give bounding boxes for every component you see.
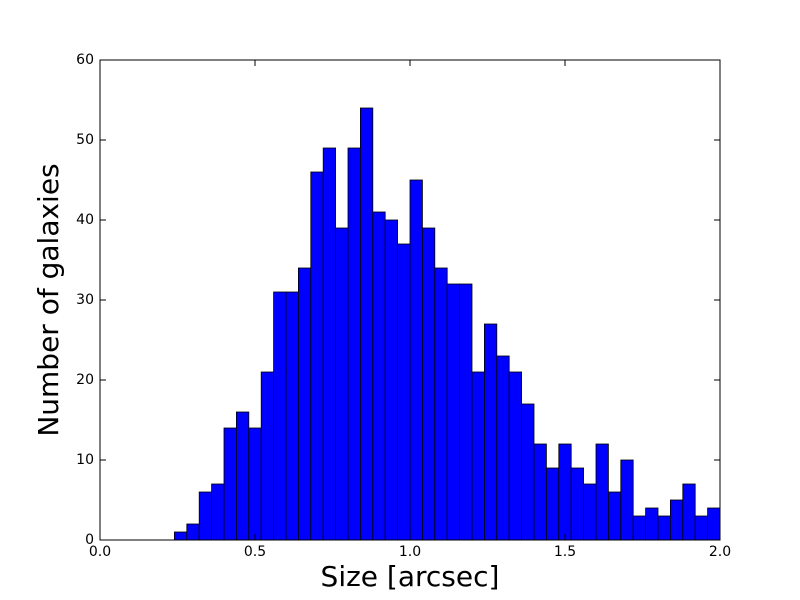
bar	[235, 411, 250, 541]
bar	[670, 499, 684, 541]
y-tick-label: 10	[76, 452, 94, 468]
x-tick-label: 0.5	[244, 544, 266, 560]
bar	[694, 515, 709, 541]
bar	[372, 211, 386, 541]
x-tick-label: 1.5	[554, 544, 576, 560]
bar	[211, 483, 225, 541]
bar	[570, 467, 585, 541]
x-tick-label: 0.0	[89, 544, 111, 560]
bar	[285, 291, 299, 541]
bar	[682, 483, 696, 541]
bar	[546, 467, 560, 541]
y-tick-label: 30	[76, 292, 94, 308]
x-tick-label: 1.0	[399, 544, 421, 560]
bar	[198, 491, 212, 541]
bar	[434, 267, 448, 541]
x-axis-label: Size [arcsec]	[321, 560, 500, 593]
bar	[496, 355, 510, 541]
bar	[310, 171, 324, 541]
bar	[483, 323, 498, 541]
bar	[583, 483, 597, 541]
bar	[409, 179, 423, 541]
bar	[632, 515, 647, 541]
bar	[471, 371, 485, 541]
bar	[260, 371, 275, 541]
bar	[223, 427, 237, 541]
bar	[608, 491, 622, 541]
bar	[384, 219, 399, 541]
bar	[620, 459, 634, 541]
bar	[595, 443, 609, 541]
bar	[322, 147, 337, 541]
bar	[707, 507, 721, 541]
y-axis-label: Number of galaxies	[32, 163, 65, 436]
bar	[359, 107, 374, 541]
bar	[186, 523, 200, 541]
bar	[508, 371, 523, 541]
bar	[297, 267, 312, 541]
bar	[657, 515, 671, 541]
y-tick-label: 40	[76, 212, 94, 228]
bar	[446, 283, 461, 541]
bar	[347, 147, 361, 541]
bar	[459, 283, 473, 541]
bar	[533, 443, 547, 541]
x-tick-label: 2.0	[709, 544, 731, 560]
y-tick-label: 60	[76, 52, 94, 68]
bar	[273, 291, 287, 541]
bar	[558, 443, 572, 541]
bar	[645, 507, 659, 541]
y-tick-label: 0	[85, 532, 94, 548]
bar	[421, 227, 436, 541]
y-tick-label: 50	[76, 132, 94, 148]
bar	[397, 243, 411, 541]
bar	[173, 531, 188, 541]
bar	[335, 227, 349, 541]
bar	[521, 403, 535, 541]
y-tick-label: 20	[76, 372, 94, 388]
bar	[248, 427, 262, 541]
